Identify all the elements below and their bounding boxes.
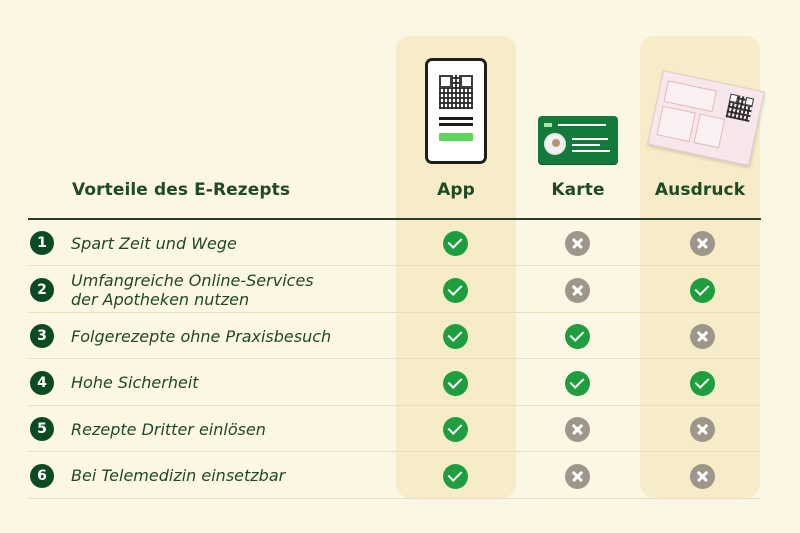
- check-circle-icon: [690, 370, 715, 396]
- table-row: 1 Spart Zeit und Wege: [28, 220, 761, 266]
- header-divider: [28, 218, 761, 220]
- check-circle-icon: [443, 370, 468, 396]
- x-circle-icon: [690, 463, 715, 489]
- row-label: Spart Zeit und Wege: [71, 233, 237, 253]
- row-label: Hohe Sicherheit: [71, 373, 199, 392]
- row-number-badge: 4: [30, 370, 54, 395]
- row-label: Rezepte Dritter einlösen: [71, 419, 266, 439]
- column-header-karte: Karte: [551, 180, 605, 200]
- table-row: 2 Umfangreiche Online-Services der Apothe…: [28, 267, 761, 313]
- check-circle-icon: [690, 277, 715, 303]
- printout-qr-code: [725, 93, 755, 123]
- table-row: 5 Rezepte Dritter einlösen: [28, 406, 761, 452]
- check-circle-icon: [565, 370, 590, 396]
- qr-code-icon: [439, 75, 473, 109]
- check-circle-icon: [443, 277, 468, 303]
- table-title: Vorteile des E-Rezepts: [72, 180, 291, 200]
- row-label: Folgerezepte ohne Praxisbesuch: [71, 326, 332, 346]
- column-header-app: App: [437, 180, 475, 200]
- x-circle-icon: [690, 231, 715, 256]
- smartphone-qr-icon: [425, 58, 487, 164]
- x-circle-icon: [690, 324, 715, 349]
- table-row: 4 Hohe Sicherheit: [28, 360, 761, 406]
- table-row: 3 Folgerezepte ohne Praxisbesuch: [28, 313, 761, 359]
- card-photo-icon: [544, 133, 566, 155]
- app-status-bar: [439, 133, 473, 141]
- x-circle-icon: [565, 277, 590, 303]
- x-circle-icon: [690, 417, 715, 442]
- check-circle-icon: [443, 324, 468, 349]
- x-circle-icon: [565, 231, 590, 256]
- check-circle-icon: [443, 231, 468, 256]
- row-number-badge: 3: [30, 324, 54, 348]
- row-label: Bei Telemedizin einsetzbar: [71, 466, 286, 485]
- check-circle-icon: [565, 324, 590, 349]
- column-header-ausdruck: Ausdruck: [654, 180, 746, 200]
- health-card-icon: [538, 116, 618, 164]
- row-number-badge: 6: [30, 463, 54, 488]
- row-number-badge: 2: [30, 277, 54, 302]
- row-number-badge: 1: [30, 231, 54, 255]
- row-label: Umfangreiche Online-Services der Apothek…: [71, 270, 314, 309]
- row-number-badge: 5: [30, 417, 54, 441]
- x-circle-icon: [565, 463, 590, 489]
- table-row: 6 Bei Telemedizin einsetzbar: [28, 453, 761, 499]
- check-circle-icon: [443, 417, 468, 442]
- check-circle-icon: [443, 463, 468, 489]
- x-circle-icon: [565, 417, 590, 442]
